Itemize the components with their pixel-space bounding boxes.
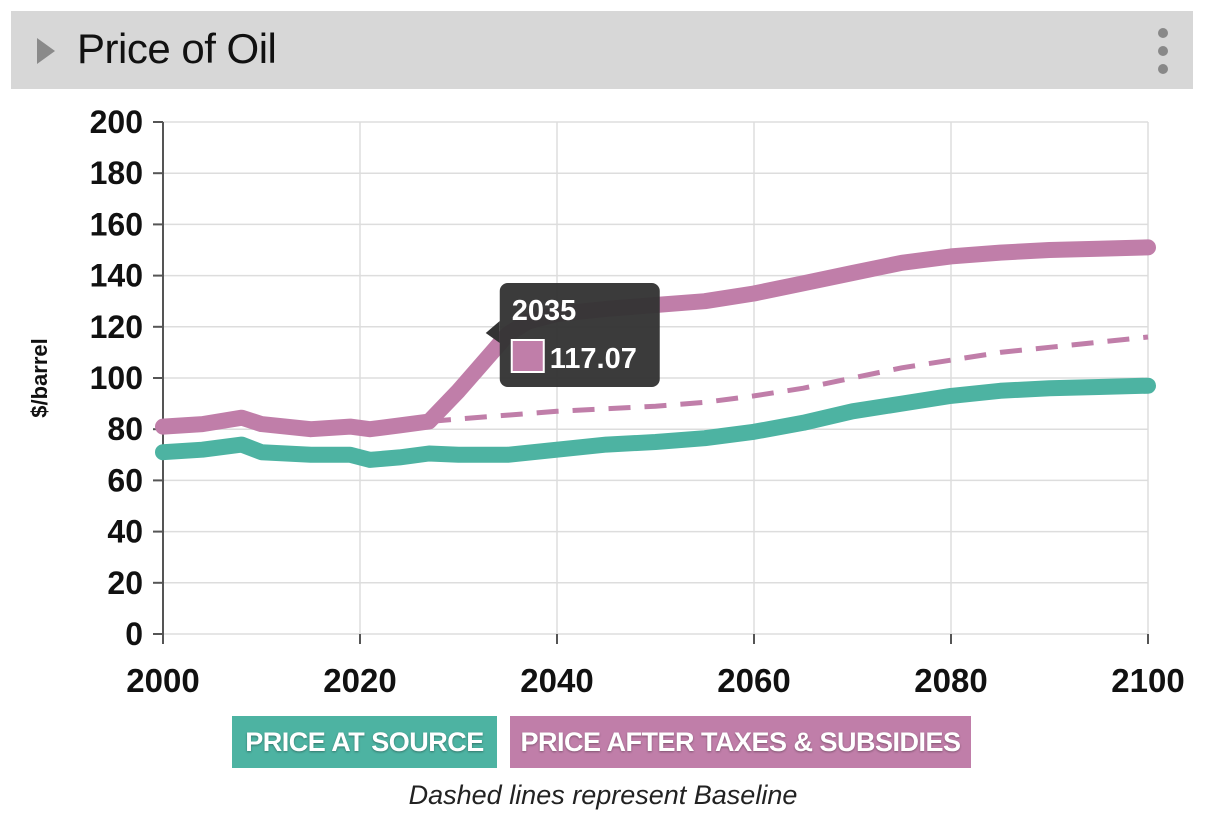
baseline-caption: Dashed lines represent Baseline [408,780,798,810]
y-tick-label: 100 [90,360,143,396]
y-tick-label: 80 [107,411,143,447]
x-tick-label: 2080 [914,662,987,699]
legend-item-price-at-source[interactable]: PRICE AT SOURCE [232,716,497,768]
y-axis-title: $/barrel [27,338,52,418]
panel-title: Price of Oil [77,25,277,72]
chart-tooltip: 2035 117.07 [485,283,660,387]
y-tick-label: 120 [90,309,143,345]
x-tick-label: 2020 [323,662,396,699]
y-tick-label: 180 [90,155,143,191]
y-tick-label: 160 [90,206,143,242]
tooltip-box: 2035 117.07 [485,283,660,387]
more-vertical-icon[interactable] [1151,27,1175,75]
y-tick-label: 60 [107,462,143,498]
x-tick-label: 2040 [520,662,593,699]
y-tick-label: 20 [107,565,143,601]
y-tick-label: 140 [90,258,143,294]
y-tick-label: 0 [125,616,143,652]
legend-item-price-after-taxes[interactable]: PRICE AFTER TAXES & SUBSIDIES [510,716,971,768]
tooltip-year: 2035 [512,295,577,327]
y-tick-label: 40 [107,514,143,550]
x-tick-label: 2060 [717,662,790,699]
chevron-right-icon[interactable] [35,37,57,65]
y-tick-label: 200 [90,104,143,140]
panel-header: Price of Oil [11,11,1193,89]
x-tick-label: 2000 [126,662,199,699]
tooltip-pointer [485,321,500,343]
series-line-price-at-source [155,377,1156,468]
tooltip-swatch [510,339,545,373]
x-tick-label: 2100 [1111,662,1184,699]
tooltip-value: 117.07 [550,343,637,375]
